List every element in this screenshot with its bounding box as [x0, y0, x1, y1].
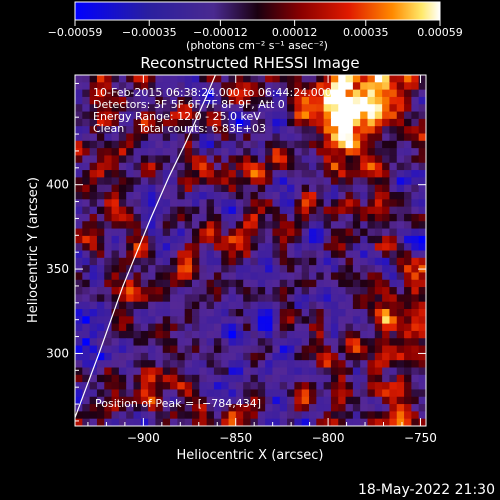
colorbar-tick-label: 0.00059: [417, 26, 463, 39]
annotation-clean: Clean Total counts: 6.83E+03: [93, 122, 266, 135]
y-tick-label: 400: [46, 178, 69, 192]
annotation-block: 10-Feb-2015 06:38:24.000 to 06:44:24.000…: [93, 86, 332, 135]
colorbar-tick-label: 0.00035: [343, 26, 389, 39]
x-tick-label: −850: [219, 431, 252, 445]
colorbar-tick-label: 0.00012: [272, 26, 318, 39]
plot-frame: [74, 74, 427, 427]
annotation-detectors: Detectors: 3F 5F 6F 7F 8F 9F, Att 0: [93, 98, 285, 111]
axis-ticks: −900 −850 −800 −750 300 350 400: [46, 75, 437, 445]
x-tick-label: −800: [312, 431, 345, 445]
timestamp: 18-May-2022 21:30: [358, 482, 495, 498]
annotation-time: 10-Feb-2015 06:38:24.000 to 06:44:24.000: [93, 86, 332, 99]
annotation-energy: Energy Range: 12.0 - 25.0 keV: [93, 110, 261, 123]
x-axis-label: Heliocentric X (arcsec): [177, 448, 324, 463]
y-tick-label: 350: [46, 262, 69, 276]
heatmap-image: [75, 75, 426, 426]
x-tick-label: −900: [127, 431, 160, 445]
x-tick-label: −750: [404, 431, 437, 445]
colorbar-ticks: −0.00059 −0.00035 −0.00012 0.00012 0.00035 0.…: [48, 20, 463, 39]
colorbar: [74, 1, 441, 21]
colorbar-tick-label: −0.00035: [122, 26, 177, 39]
y-tick-label: 300: [46, 346, 69, 360]
colorbar-unit-label: (photons cm⁻² s⁻¹ asec⁻²): [186, 39, 328, 52]
colorbar-tick-label: −0.00012: [193, 26, 248, 39]
peak-position-label: Position of Peak = [−784,434]: [95, 397, 261, 410]
chart-title: Reconstructed RHESSI Image: [140, 54, 359, 72]
y-axis-label: Heliocentric Y (arcsec): [26, 177, 41, 323]
solar-limb-curve: [75, 75, 216, 418]
colorbar-tick-label: −0.00059: [48, 26, 103, 39]
